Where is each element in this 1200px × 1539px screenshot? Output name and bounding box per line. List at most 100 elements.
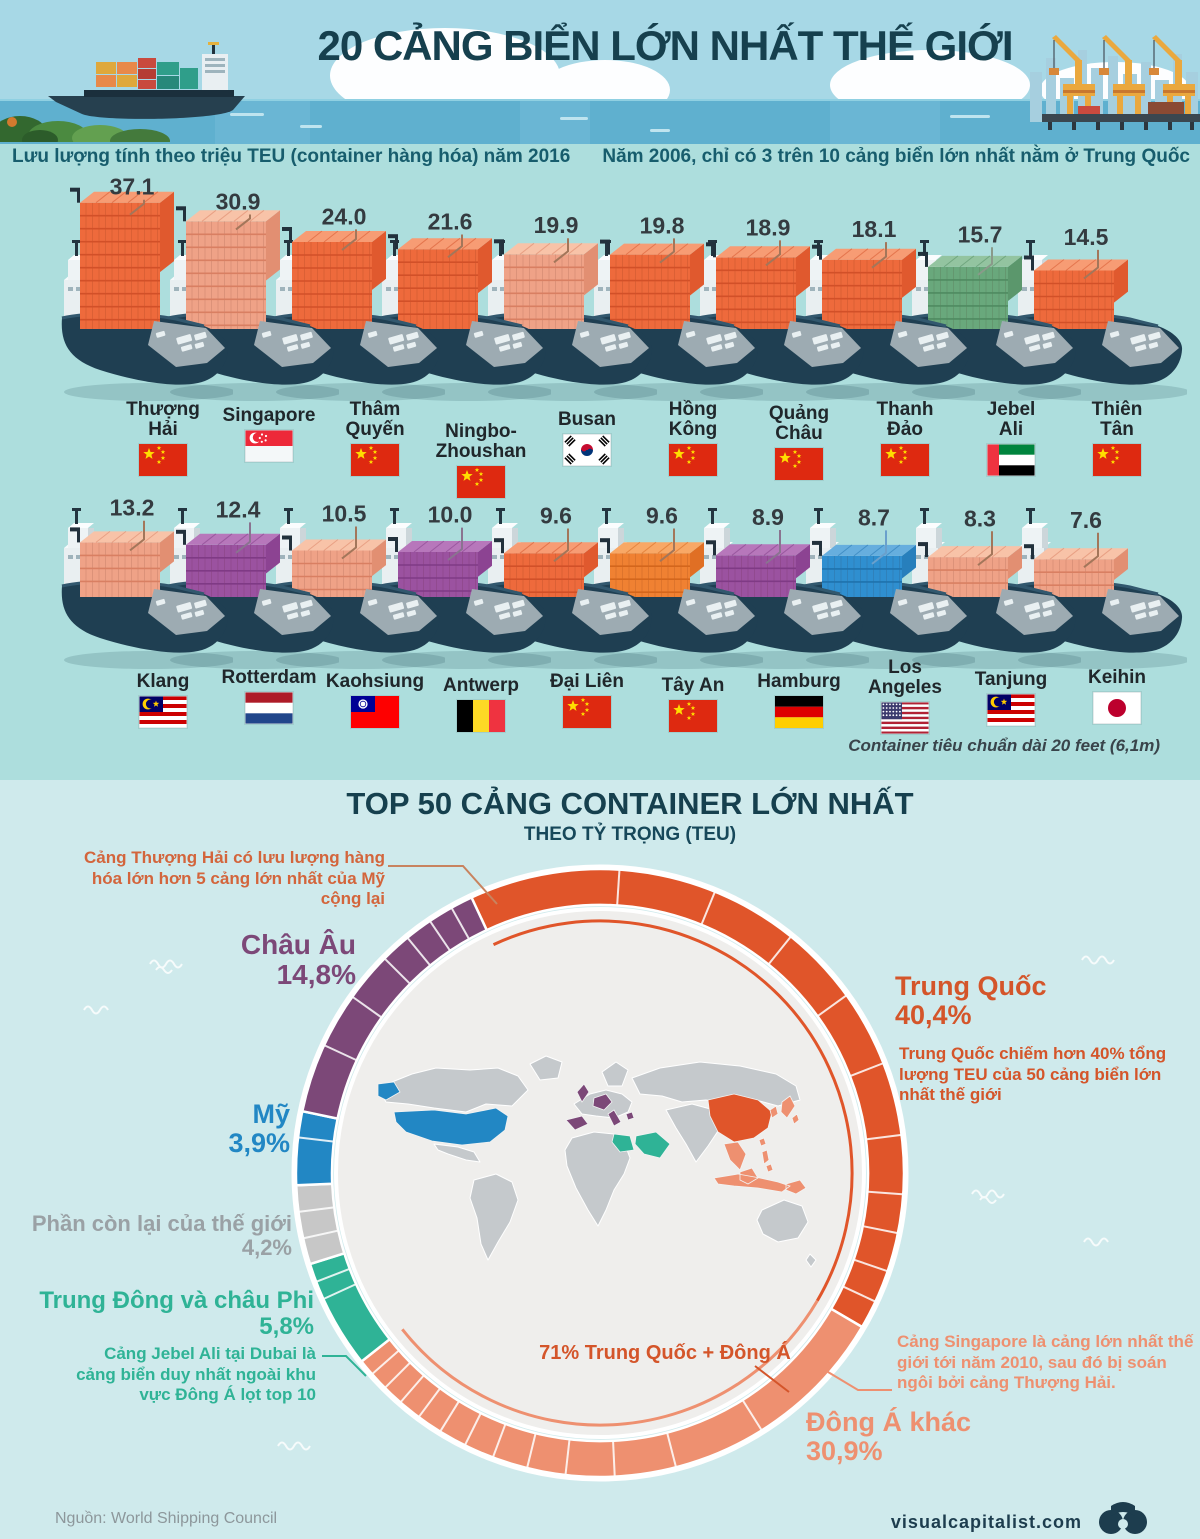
label-us: Mỹ 3,9% <box>228 1099 290 1159</box>
label-europe: Châu Âu 14,8% <box>240 929 356 991</box>
port-name: Jebel Ali <box>986 399 1036 440</box>
flag-icon-ae <box>986 443 1036 477</box>
svg-text:19.8: 19.8 <box>640 212 685 238</box>
port-name: Thâm Quyến <box>345 399 405 440</box>
port-name: Ningbo- Zhoushan <box>435 421 527 462</box>
port-label: Hồng Kông <box>628 400 758 481</box>
annotation-china: Trung Quốc chiếm hơn 40% tổng lượng TEU … <box>899 1044 1167 1105</box>
flag-icon-us <box>880 701 930 735</box>
subtitle-bar: Lưu lượng tính theo triệu TEU (container… <box>0 146 1200 176</box>
flag-icon-be <box>457 699 505 732</box>
flag-icon-tw <box>351 695 399 728</box>
bushes-illustration <box>0 116 170 142</box>
svg-text:10.0: 10.0 <box>428 502 473 528</box>
port-ship-my-13.2: 13.2 <box>58 372 236 672</box>
svg-text:18.9: 18.9 <box>746 214 791 240</box>
svg-text:9.6: 9.6 <box>646 502 678 528</box>
port-label: Singapore <box>204 406 334 467</box>
map-united-states <box>377 1081 509 1146</box>
port-label: Keihin <box>1052 668 1182 729</box>
flag-icon-de <box>775 695 823 728</box>
port-ship-cn-37.1: 37.1 <box>58 104 236 404</box>
svg-text:10.5: 10.5 <box>322 501 367 527</box>
port-label: Hamburg <box>734 672 864 733</box>
annotation-shanghai: Cảng Thượng Hải có lưu lượng hàng hóa lớ… <box>84 848 385 909</box>
flag-icon-jp <box>1092 691 1142 725</box>
visualcapitalist-logo-icon <box>1099 1502 1147 1534</box>
port-label: Đại Liên <box>522 672 652 733</box>
port-name: Keihin <box>1087 667 1147 688</box>
port-name: Tây An <box>661 675 725 696</box>
svg-text:8.3: 8.3 <box>964 505 996 531</box>
port-name: Thanh Đảo <box>876 399 934 440</box>
svg-text:30.9: 30.9 <box>216 188 261 214</box>
flag-icon-sg <box>244 429 294 463</box>
port-label: Thượng Hải <box>98 400 228 481</box>
flag-icon-cn <box>881 443 929 476</box>
port-label: Rotterdam <box>204 668 334 729</box>
map-middle-east <box>611 1131 671 1159</box>
port-label: Thâm Quyến <box>310 400 440 481</box>
port-label: Kaohsiung <box>310 672 440 733</box>
land-gray <box>379 1055 817 1268</box>
port-label: Ningbo- Zhoushan <box>416 422 546 503</box>
port-label: Tây An <box>628 676 758 737</box>
donut-subtitle: THEO TỶ TRỌNG (TEU) <box>523 824 737 845</box>
port-label: Quảng Châu <box>734 404 864 485</box>
map-europe <box>565 1083 635 1131</box>
container-standard-note: Container tiêu chuẩn dài 20 feet (6,1m) <box>848 736 1160 755</box>
donut-ring <box>294 867 906 1479</box>
subtitle-right: Năm 2006, chỉ có 3 trên 10 cảng biển lớn… <box>602 146 1190 167</box>
svg-text:21.6: 21.6 <box>428 209 473 235</box>
port-label: Los Angeles <box>840 658 970 739</box>
svg-text:9.6: 9.6 <box>540 502 572 528</box>
svg-text:19.9: 19.9 <box>534 212 579 238</box>
flag-icon-nl <box>244 691 294 725</box>
svg-text:8.7: 8.7 <box>858 504 890 530</box>
svg-text:24.0: 24.0 <box>322 203 367 229</box>
subtitle-left: Lưu lượng tính theo triệu TEU (container… <box>12 146 571 167</box>
label-rest-of-world: Phần còn lại của thế giới 4,2% <box>31 1211 292 1260</box>
flag-icon-cn <box>1093 443 1141 476</box>
flag-icon-my <box>138 695 188 729</box>
svg-text:37.1: 37.1 <box>110 174 155 200</box>
port-name: Hamburg <box>757 671 841 692</box>
center-note-71pct: 71% Trung Quốc + Đông Á <box>539 1342 791 1364</box>
donut-title: TOP 50 CẢNG CONTAINER LỚN NHẤT <box>346 786 914 821</box>
annotation-lines <box>322 865 892 1393</box>
flag-icon-cn <box>775 447 823 480</box>
port-label: Busan <box>522 410 652 471</box>
world-map <box>377 1055 817 1268</box>
annotation-jebel-ali: Cảng Jebel Ali tại Dubai là cảng biển du… <box>76 1344 316 1405</box>
cranes <box>1042 35 1200 130</box>
flag-icon-cn <box>351 443 399 476</box>
port-label: Klang <box>98 672 228 733</box>
label-china: Trung Quốc 40,4% <box>895 971 1047 1031</box>
port-name: Tanjung <box>974 669 1048 690</box>
label-east-asia-other: Đông Á khác 30,9% <box>806 1407 972 1467</box>
svg-text:15.7: 15.7 <box>958 221 1003 247</box>
map-china <box>707 1093 773 1143</box>
svg-text:14.5: 14.5 <box>1064 224 1109 250</box>
flag-icon-my <box>986 693 1036 727</box>
port-name: Hồng Kông <box>668 399 718 440</box>
svg-text:12.4: 12.4 <box>216 496 261 522</box>
flag-icon-kr <box>562 433 612 467</box>
brand-text: visualcapitalist.com <box>890 1512 1082 1532</box>
page-title: 20 CẢNG BIỂN LỚN NHẤT THẾ GIỚI <box>317 22 1013 69</box>
port-name: Busan <box>557 409 617 430</box>
port-label: Thanh Đảo <box>840 400 970 481</box>
port-name: Quảng Châu <box>768 403 830 444</box>
annotation-singapore: Cảng Singapore là cảng lớn nhất thế giới… <box>897 1332 1194 1393</box>
ring-ticks <box>298 870 903 1476</box>
flag-icon-cn <box>563 695 611 728</box>
port-name: Rotterdam <box>221 667 317 688</box>
svg-text:18.1: 18.1 <box>852 216 897 242</box>
flag-icon-cn <box>669 699 717 732</box>
label-middle-east-africa: Trung Đông và châu Phi 5,8% <box>39 1287 314 1340</box>
cargo-ship-illustration <box>48 42 245 119</box>
port-name: Singapore <box>222 405 316 426</box>
flag-icon-cn <box>139 443 187 476</box>
svg-text:13.2: 13.2 <box>110 495 155 521</box>
